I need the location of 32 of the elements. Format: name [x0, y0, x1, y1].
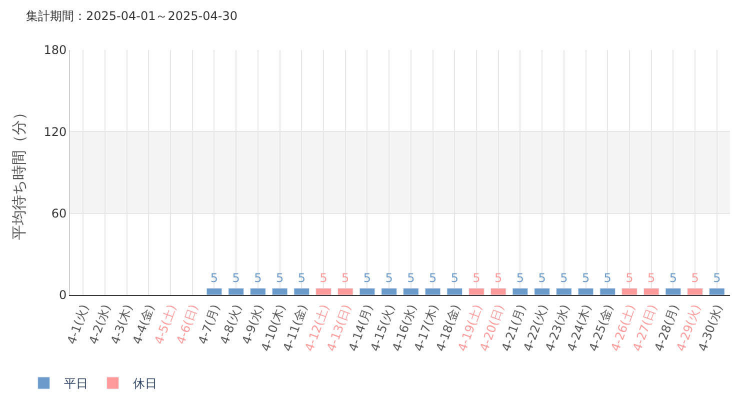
data-label: 5 [626, 271, 634, 286]
y-tick-label: 180 [44, 43, 67, 58]
data-label: 5 [342, 271, 350, 286]
y-tick-label: 0 [58, 288, 67, 302]
data-label: 5 [669, 271, 677, 286]
data-label: 5 [516, 271, 524, 286]
data-label: 5 [428, 271, 437, 286]
data-label: 5 [494, 271, 502, 286]
legend-label: 休日 [132, 376, 157, 391]
y-tick-label: 120 [44, 124, 67, 139]
text: 集計期間：2025-04-01～2025-04-30 [26, 9, 238, 23]
data-label: 5 [210, 271, 218, 286]
data-label: 5 [407, 271, 415, 286]
data-label: 5 [582, 271, 590, 286]
data-label: 5 [320, 271, 328, 286]
data-label: 5 [254, 271, 262, 286]
data-label: 5 [691, 271, 699, 286]
data-label: 5 [363, 271, 372, 286]
data-label: 5 [450, 271, 458, 286]
data-label: 5 [713, 271, 721, 286]
y-tick-label: 60 [51, 206, 67, 221]
y-axis-title: 平均待ち時間（分） [10, 105, 28, 240]
data-label: 5 [232, 271, 240, 286]
data-label: 5 [560, 271, 568, 286]
data-label: 5 [604, 271, 612, 286]
legend-label: 平日 [64, 376, 88, 391]
data-label: 5 [538, 271, 546, 286]
data-label: 5 [276, 271, 284, 286]
data-label: 5 [298, 271, 306, 286]
data-label: 5 [385, 271, 393, 286]
data-label: 5 [648, 271, 656, 286]
data-label: 5 [472, 271, 480, 286]
